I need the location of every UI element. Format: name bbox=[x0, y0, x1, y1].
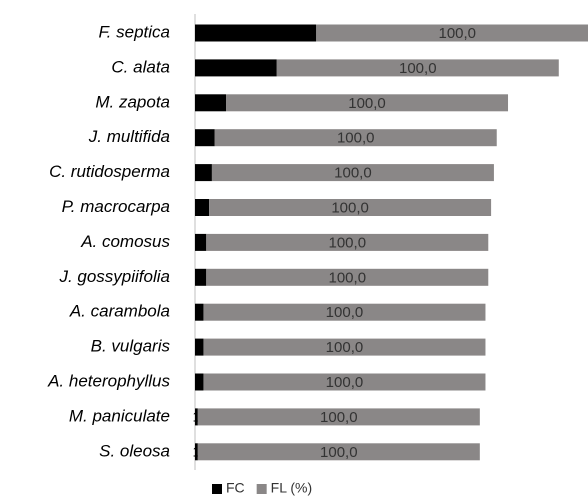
bar-segment bbox=[195, 268, 207, 286]
data-label: 100,0 bbox=[348, 95, 386, 112]
data-label: 29 bbox=[228, 60, 244, 76]
bar-segment bbox=[209, 199, 492, 216]
data-label: 4 bbox=[197, 269, 205, 285]
bar-segment bbox=[206, 268, 489, 286]
data-label: 100,0 bbox=[331, 199, 369, 216]
category-label: F. septica bbox=[98, 22, 170, 41]
bar-segment bbox=[203, 338, 486, 356]
data-label: 100,0 bbox=[337, 130, 375, 147]
bar-segment bbox=[195, 24, 317, 42]
data-label: 100,0 bbox=[326, 374, 364, 391]
category-label: P. macrocarpa bbox=[62, 197, 170, 216]
data-label: 100,0 bbox=[438, 25, 476, 42]
category-label: M. zapota bbox=[95, 92, 170, 111]
data-label: 4 bbox=[197, 234, 205, 250]
bar-segment bbox=[206, 233, 489, 251]
category-label: C. alata bbox=[111, 57, 170, 76]
legend-swatch bbox=[256, 484, 267, 494]
data-label: 100,0 bbox=[334, 165, 372, 182]
bar-segment bbox=[203, 373, 486, 391]
category-label: J. gossypiifolia bbox=[58, 267, 170, 286]
bar-segment bbox=[197, 443, 480, 461]
category-label: A. heterophyllus bbox=[47, 371, 170, 390]
data-label: 100,0 bbox=[320, 444, 358, 461]
bar-segment bbox=[195, 233, 207, 251]
category-label: A. comosus bbox=[80, 232, 170, 251]
bar-segment bbox=[195, 443, 198, 461]
bar-segment bbox=[197, 408, 480, 426]
data-label: 6 bbox=[200, 164, 208, 180]
data-label: 100,0 bbox=[326, 304, 364, 321]
data-label: 5 bbox=[198, 199, 206, 215]
category-label: J. multifida bbox=[88, 127, 170, 146]
bar-segment bbox=[195, 373, 204, 391]
data-label: 7 bbox=[201, 129, 209, 145]
bar-segment bbox=[195, 129, 215, 147]
data-label: 3 bbox=[195, 339, 203, 355]
data-label: 11 bbox=[203, 95, 218, 111]
bar-segment bbox=[195, 164, 212, 182]
bar-segment bbox=[195, 59, 277, 77]
bar-segment bbox=[195, 338, 204, 356]
bar-segment bbox=[316, 24, 588, 42]
category-label: S. oleosa bbox=[99, 441, 170, 460]
category-label: A. carambola bbox=[69, 302, 170, 321]
data-label: 100,0 bbox=[326, 339, 364, 356]
data-label: 3 bbox=[195, 374, 203, 390]
bar-segment bbox=[226, 94, 509, 112]
category-label: C. rutidosperma bbox=[49, 162, 170, 181]
data-label: 3 bbox=[195, 304, 203, 320]
bar-segment bbox=[211, 164, 494, 182]
legend-label: FL (%) bbox=[271, 480, 312, 496]
data-label: 1 bbox=[193, 444, 201, 460]
legend-swatch bbox=[212, 484, 222, 494]
category-label: B. vulgaris bbox=[91, 337, 171, 356]
data-label: 100,0 bbox=[329, 269, 367, 286]
data-label: 100,0 bbox=[399, 60, 437, 77]
legend-label: FC bbox=[226, 480, 245, 496]
data-label: 100,0 bbox=[320, 409, 358, 426]
data-label: 100,0 bbox=[329, 234, 367, 251]
bar-segment bbox=[195, 408, 198, 426]
bar-segment bbox=[276, 59, 559, 77]
bar-segment bbox=[203, 303, 486, 321]
bar-segment bbox=[214, 129, 497, 147]
bar-segment bbox=[195, 94, 227, 112]
category-label: M. paniculate bbox=[69, 406, 170, 425]
data-label: 1 bbox=[193, 409, 201, 425]
data-label: 43 bbox=[248, 25, 264, 41]
bar-segment bbox=[195, 199, 210, 216]
bar-segment bbox=[195, 303, 204, 321]
